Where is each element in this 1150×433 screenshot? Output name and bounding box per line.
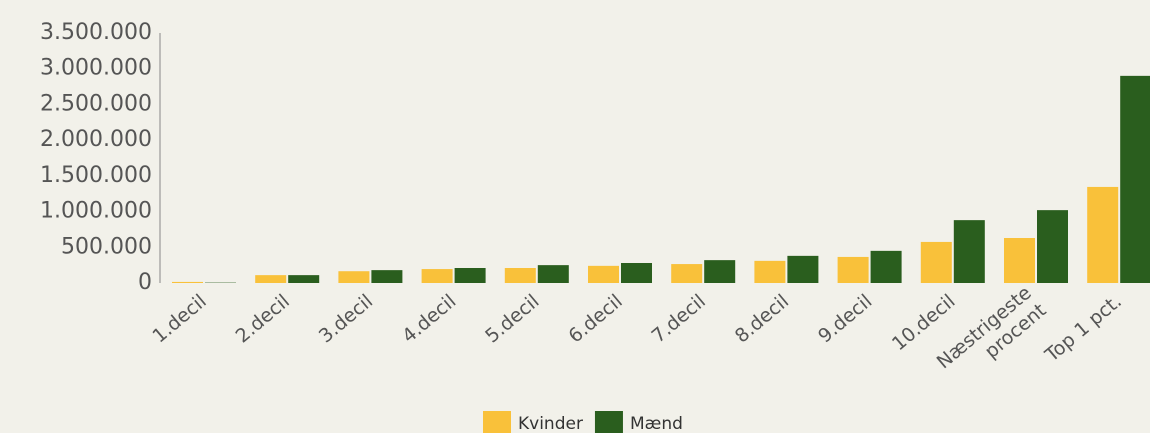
y-tick-label: 1.000.000 [40,199,152,224]
x-tick-label: 4.decil [398,290,460,347]
bar [172,281,203,283]
bar [953,220,985,283]
bar [1087,186,1119,283]
bar [504,268,536,283]
bar [454,268,486,283]
bar [870,250,902,283]
bar [1037,210,1068,283]
legend-label: Kvinder [518,414,583,433]
x-tick-label: 1.decil [148,290,210,347]
x-tick-label: Top 1 pct. [1040,290,1126,367]
x-tick-label: 5.decil [481,290,543,347]
y-tick-label: 2.000.000 [40,127,152,152]
bar [671,264,703,283]
bar [338,271,370,283]
x-tick-label: 7.decil [648,290,710,347]
bar [371,270,403,283]
legend-label: Mænd [630,414,683,433]
y-tick-label: 500.000 [61,234,152,259]
x-tick-label: 8.decil [731,290,793,347]
bar [537,265,569,283]
bar [288,275,320,283]
y-tick-label: 3.500.000 [40,20,152,45]
bar [837,256,869,283]
legend-swatch [594,411,623,433]
y-tick-label: 3.000.000 [40,56,152,81]
y-tick-label: 0 [138,270,152,295]
bar [421,269,453,283]
bar [704,260,736,283]
x-tick-label: 2.decil [232,290,294,347]
bar [754,260,786,283]
legend-swatch [483,411,511,433]
bar [787,255,819,283]
bar [1004,238,1035,283]
x-tick-label: 3.decil [315,290,377,347]
y-tick-label: 1.500.000 [40,163,152,188]
y-tick-label: 2.500.000 [40,91,152,116]
x-tick-label: 6.decil [564,290,626,347]
bar [255,275,287,283]
x-tick-label: 9.decil [814,290,876,347]
bar [920,241,952,283]
bar [1120,75,1150,283]
bar [588,265,619,283]
bar [621,263,652,283]
